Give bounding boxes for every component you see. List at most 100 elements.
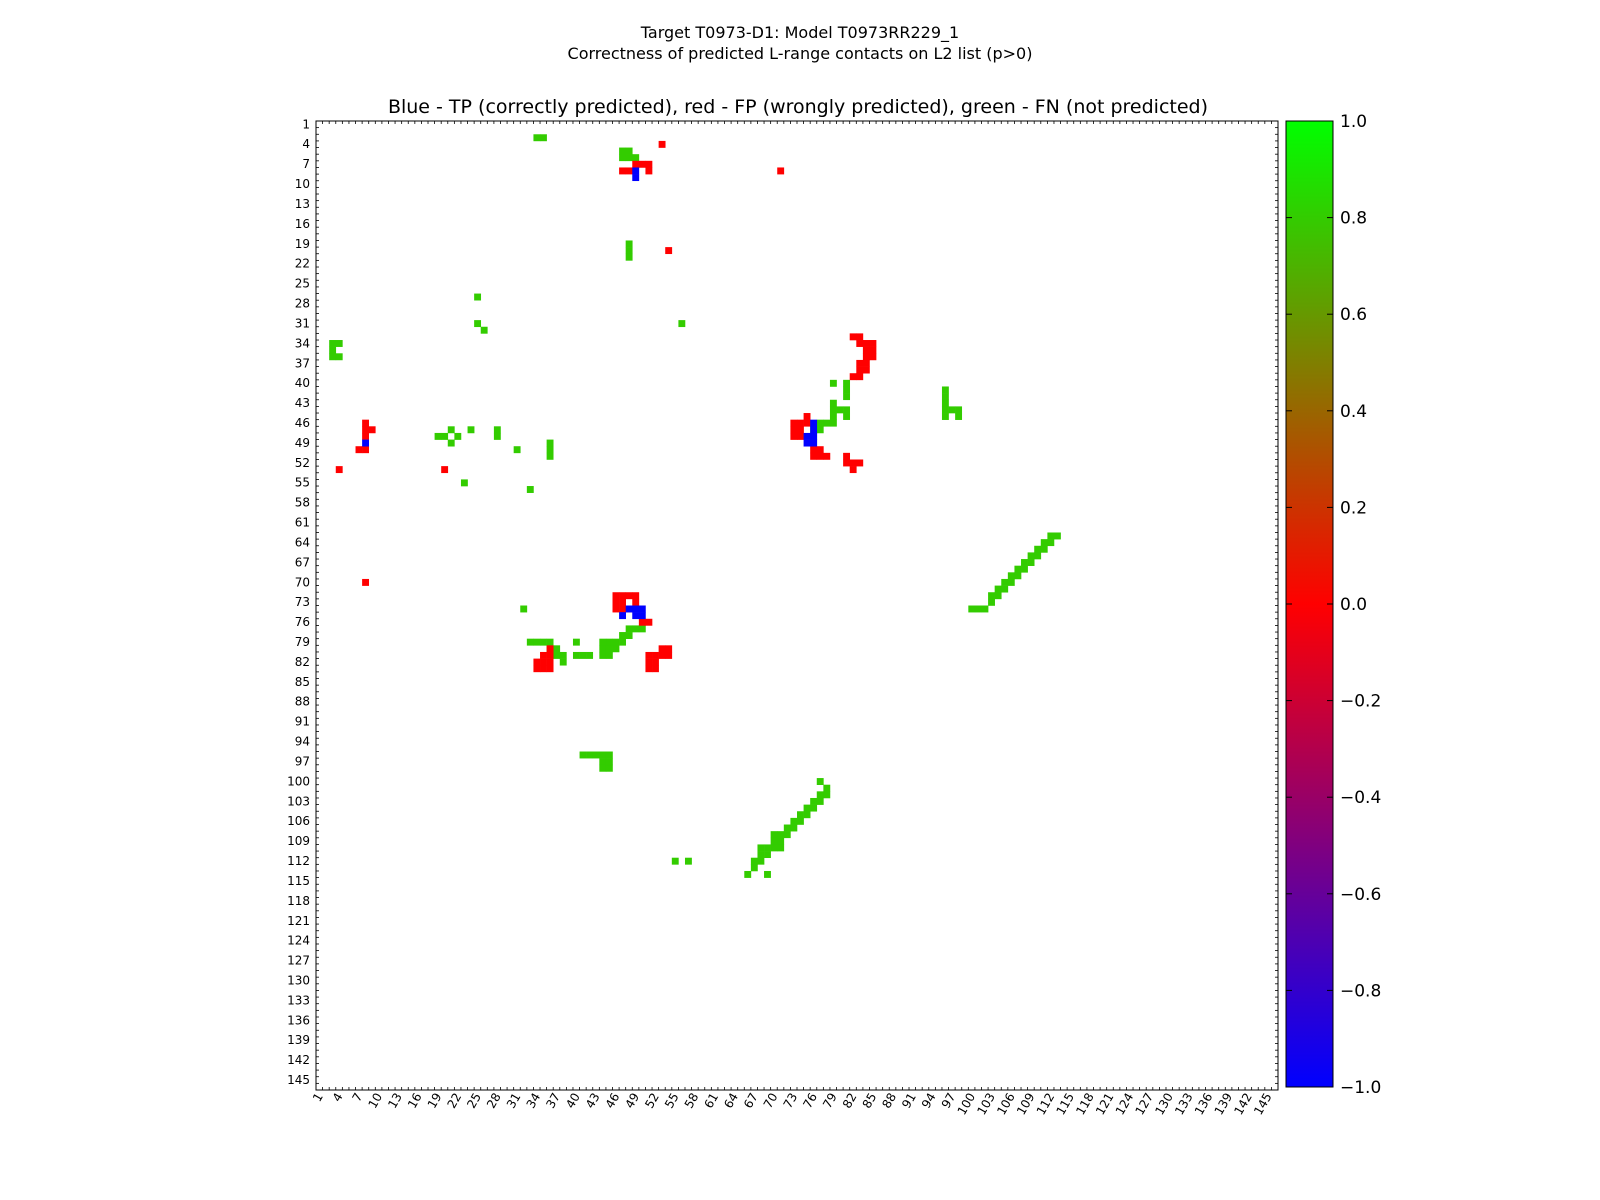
cell-fn bbox=[803, 804, 811, 812]
x-tick-label: 70 bbox=[761, 1091, 781, 1111]
colorbar-ticks: 1.0 0.8 0.6 0.4 0.2 0.0 −0.2 −0.4 −0.6 −0.8 −1.0 bbox=[1286, 112, 1381, 1098]
y-tick-label: 94 bbox=[295, 735, 310, 749]
cell-fp bbox=[362, 578, 370, 586]
cell-fn bbox=[447, 439, 455, 447]
heatmap-plot-area: 1471013161922252831343740434649525558616… bbox=[287, 117, 1279, 1118]
cell-fn bbox=[625, 253, 633, 261]
x-tick-label: 91 bbox=[899, 1091, 919, 1111]
cell-fp bbox=[790, 419, 798, 427]
y-tick-label: 49 bbox=[295, 436, 310, 450]
cell-fp bbox=[849, 466, 857, 474]
cell-fn bbox=[941, 399, 949, 407]
cell-fn bbox=[619, 632, 626, 639]
y-tick-label: 7 bbox=[302, 157, 310, 171]
y-tick-label: 58 bbox=[295, 496, 310, 510]
cell-fn bbox=[974, 605, 982, 613]
figure-title-line1: Target T0973-D1: Model T0973RR229_1 bbox=[640, 23, 959, 43]
cell-fn bbox=[994, 585, 1002, 593]
cell-fn bbox=[797, 817, 804, 825]
cell-fn bbox=[968, 605, 976, 613]
axis-ticks bbox=[315, 120, 1279, 1091]
cell-fn bbox=[605, 651, 613, 659]
cell-fn bbox=[520, 605, 528, 613]
cell-fn bbox=[625, 247, 633, 255]
y-tick-label: 112 bbox=[287, 854, 310, 868]
y-tick-label: 139 bbox=[287, 1033, 310, 1047]
colorbar: 1.0 0.8 0.6 0.4 0.2 0.0 −0.2 −0.4 −0.6 −0.8 −1.0 bbox=[1285, 112, 1381, 1098]
y-tick-label: 115 bbox=[287, 874, 310, 888]
cell-fn bbox=[829, 406, 837, 414]
y-tick-label: 97 bbox=[295, 754, 310, 768]
cell-fn bbox=[625, 625, 633, 633]
cell-fn bbox=[790, 824, 798, 832]
x-tick-labels: 1 4 7 10 13 16 19 22 25 28 31 34 37 40 43 46 49 52 55 58 61 6… bbox=[310, 1091, 1275, 1118]
cell-fp bbox=[856, 373, 864, 381]
cell-fn bbox=[1001, 585, 1009, 593]
colorbar-gradient bbox=[1285, 120, 1334, 1088]
colorbar-tick-label: 0.6 bbox=[1340, 305, 1367, 325]
cell-fn bbox=[592, 751, 600, 759]
cell-fn bbox=[605, 751, 613, 759]
cell-fp bbox=[790, 426, 798, 434]
cell-fn bbox=[546, 446, 554, 454]
y-tick-label: 130 bbox=[287, 973, 310, 987]
y-tick-labels: 1 4 7 10 13 16 19 22 25 28 31 34 37 40 43 46 49 52 55 58 61 6… bbox=[287, 117, 310, 1087]
cell-fn bbox=[750, 864, 758, 872]
cell-fp bbox=[849, 459, 857, 467]
cell-fn bbox=[605, 638, 613, 646]
cell-fp bbox=[645, 651, 653, 659]
y-tick-label: 136 bbox=[287, 1013, 310, 1027]
cell-fp bbox=[546, 658, 554, 666]
y-tick-label: 61 bbox=[295, 516, 310, 530]
cell-fp bbox=[856, 359, 864, 367]
cell-fn bbox=[1021, 565, 1028, 573]
cell-fn bbox=[1040, 545, 1048, 553]
cell-fp bbox=[645, 160, 653, 168]
cell-fn bbox=[1027, 552, 1035, 560]
cell-fp bbox=[441, 466, 449, 474]
cell-tp bbox=[625, 605, 633, 613]
x-tick-label: 136 bbox=[1192, 1091, 1216, 1118]
cell-fp bbox=[638, 618, 646, 626]
cell-fn bbox=[441, 432, 449, 440]
cell-fn bbox=[829, 419, 837, 427]
x-tick-label: 43 bbox=[583, 1091, 603, 1111]
cell-fn bbox=[540, 638, 547, 646]
cell-fn bbox=[546, 452, 554, 460]
x-tick-label: 34 bbox=[524, 1091, 544, 1111]
cell-fn bbox=[546, 439, 554, 447]
cell-fn bbox=[823, 784, 831, 792]
cell-fn bbox=[750, 857, 758, 865]
y-tick-label: 40 bbox=[295, 376, 310, 390]
cell-fn bbox=[678, 320, 686, 328]
cell-fp bbox=[803, 419, 811, 427]
x-tick-label: 103 bbox=[974, 1091, 998, 1118]
cell-fn bbox=[948, 406, 956, 414]
x-tick-label: 130 bbox=[1152, 1091, 1176, 1118]
x-tick-label: 4 bbox=[330, 1091, 346, 1105]
cell-fp bbox=[862, 353, 870, 361]
cell-fn bbox=[941, 393, 949, 401]
x-tick-label: 133 bbox=[1172, 1091, 1196, 1118]
cell-fn bbox=[843, 393, 851, 401]
cell-tp bbox=[632, 167, 640, 175]
cell-fn bbox=[816, 797, 824, 805]
cell-fn bbox=[599, 758, 607, 766]
cell-fn bbox=[810, 797, 818, 805]
cell-fp bbox=[658, 651, 666, 659]
cell-fn bbox=[625, 240, 633, 248]
x-tick-label: 55 bbox=[662, 1091, 682, 1111]
cell-fn bbox=[513, 446, 521, 454]
cell-fn bbox=[790, 817, 798, 825]
colorbar-tick-label: −0.6 bbox=[1340, 885, 1381, 905]
cell-fp bbox=[658, 645, 666, 653]
cell-fn bbox=[540, 134, 547, 142]
cell-fn bbox=[777, 844, 785, 852]
cell-fp bbox=[546, 651, 554, 659]
cell-fn bbox=[764, 844, 771, 852]
cell-tp bbox=[803, 439, 811, 447]
x-tick-label: 139 bbox=[1212, 1091, 1236, 1118]
cell-fp bbox=[797, 426, 804, 434]
figure-title-line2: Correctness of predicted L-range contact… bbox=[568, 44, 1033, 63]
